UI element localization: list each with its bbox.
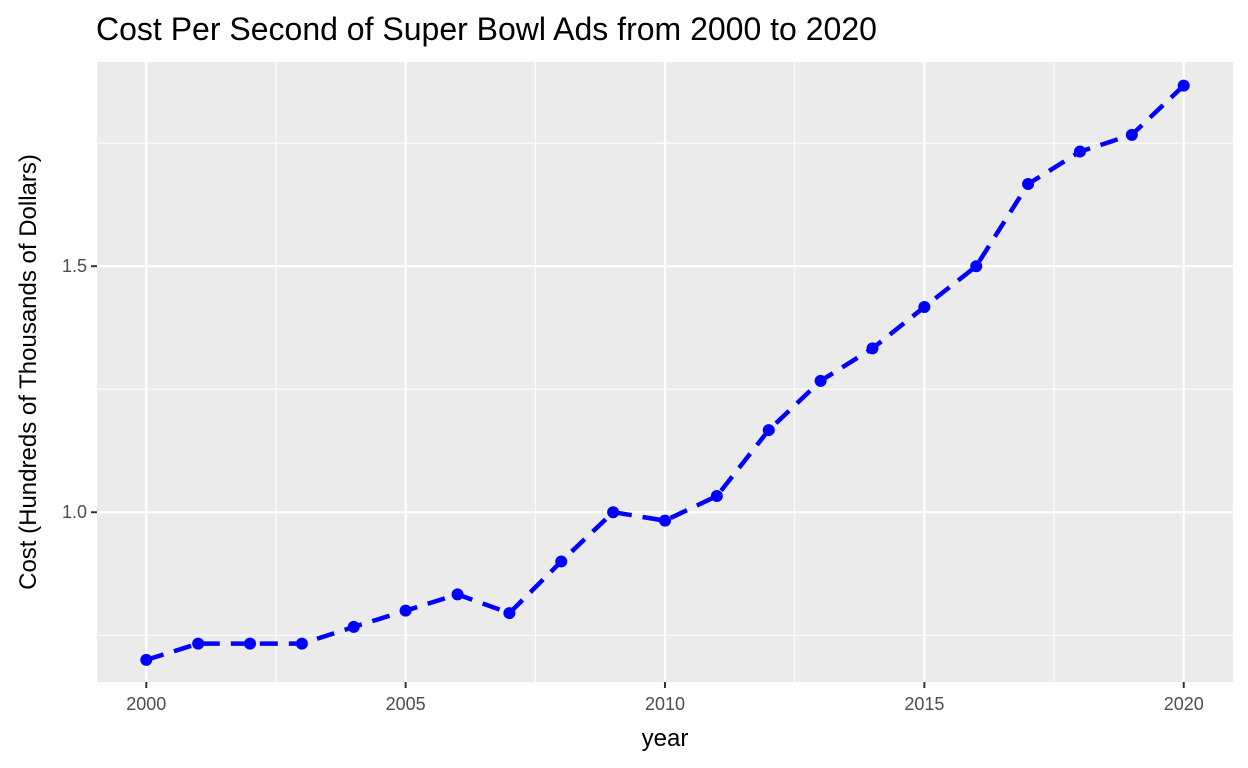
data-point [866, 342, 879, 355]
data-point [555, 555, 568, 568]
grid-major [97, 62, 1233, 682]
y-tick-label: 1.5 [62, 256, 87, 276]
data-point [347, 620, 360, 633]
data-point [192, 637, 205, 650]
data-point [451, 588, 464, 601]
data-point [918, 301, 931, 314]
chart-title: Cost Per Second of Super Bowl Ads from 2… [96, 11, 877, 47]
data-point [244, 637, 257, 650]
data-point [814, 374, 827, 387]
data-point [1022, 178, 1035, 191]
series-line [145, 83, 1186, 663]
data-point [295, 637, 308, 650]
series-layer [140, 79, 1190, 666]
x-tick-label: 2010 [645, 694, 685, 714]
data-point [1125, 128, 1138, 141]
data-point [1073, 145, 1086, 158]
data-point [710, 490, 723, 502]
y-axis-title: Cost (Hundreds of Thousands of Dollars) [15, 154, 42, 590]
x-axis-title: year [642, 725, 689, 752]
data-point [607, 506, 620, 519]
x-tick-label: 2000 [126, 694, 166, 714]
data-point [659, 514, 671, 527]
y-tick-label: 1.0 [62, 502, 87, 522]
x-axis: 2000 2005 2010 2015 2020 [126, 682, 1204, 714]
y-axis: 1.0 1.5 [62, 256, 97, 522]
data-point [970, 260, 983, 273]
x-tick-label: 2015 [904, 694, 944, 714]
x-tick-label: 2020 [1164, 694, 1204, 714]
data-point [1177, 79, 1190, 92]
x-tick-label: 2005 [386, 694, 426, 714]
data-point [399, 604, 412, 617]
data-point [503, 607, 516, 620]
data-point [762, 424, 775, 437]
data-point [140, 653, 153, 666]
